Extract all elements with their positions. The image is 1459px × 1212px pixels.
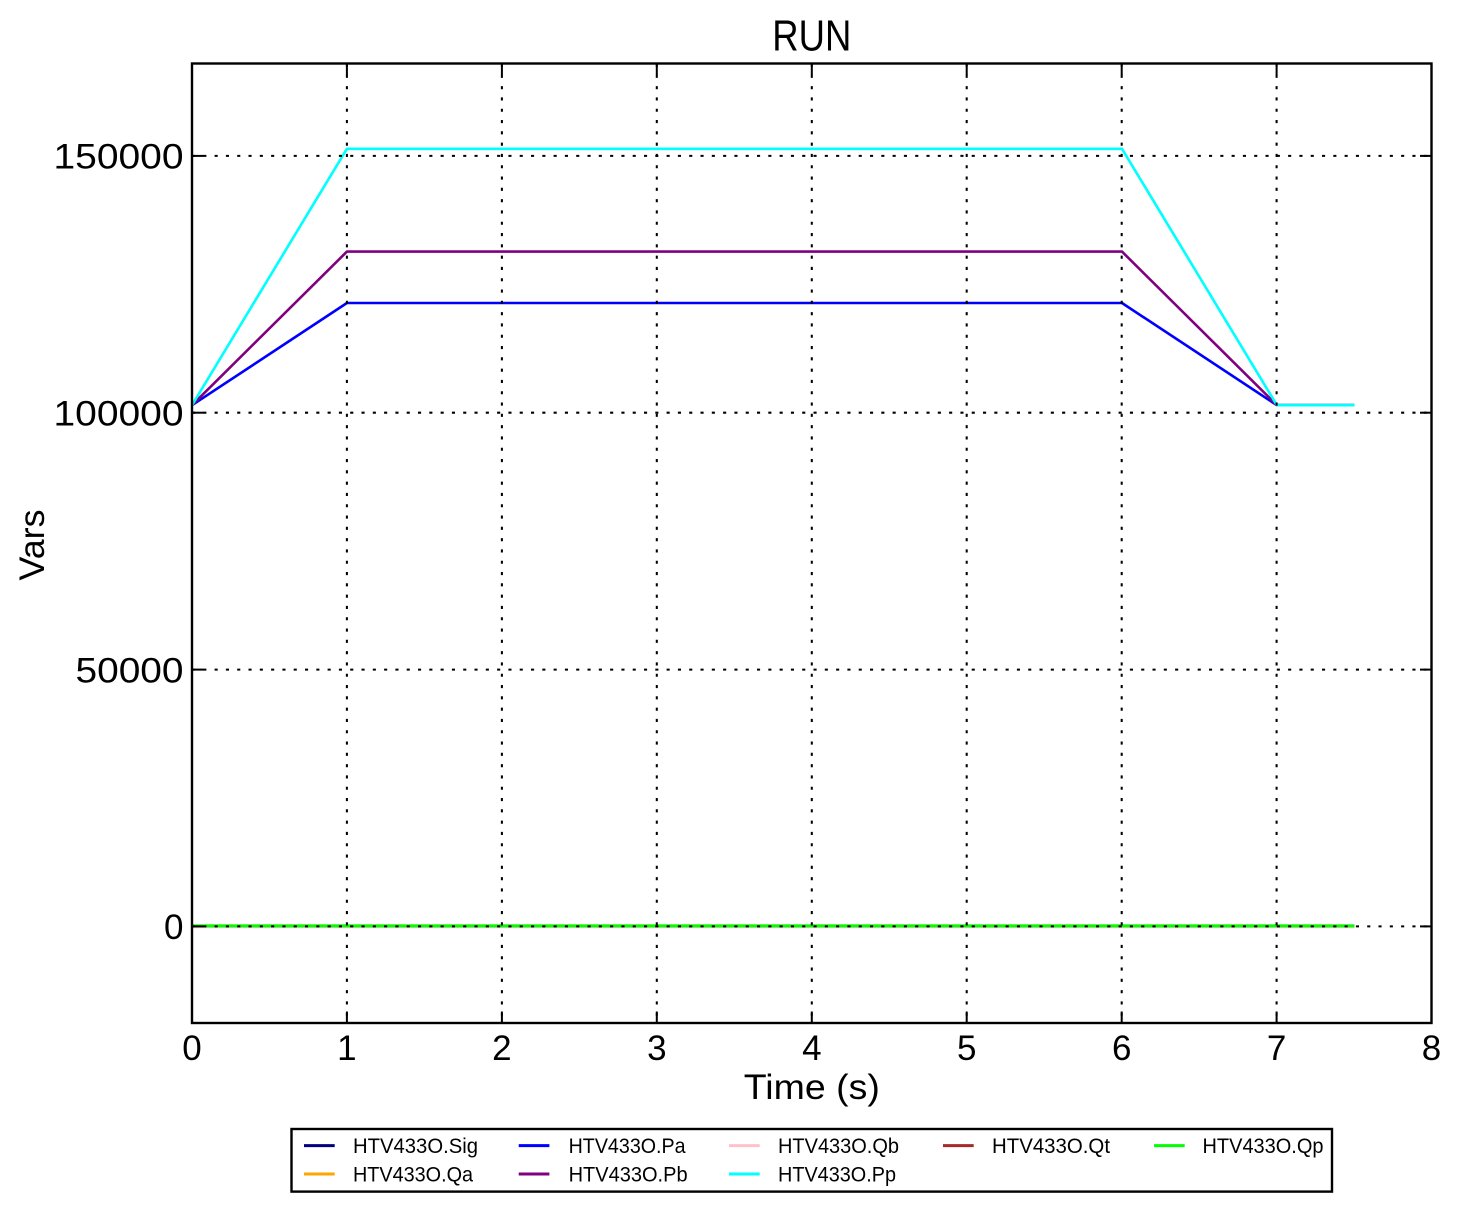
svg-text:5: 5 (957, 1029, 976, 1068)
svg-text:6: 6 (1112, 1029, 1131, 1068)
svg-text:100000: 100000 (54, 394, 184, 433)
svg-text:3: 3 (647, 1029, 666, 1068)
svg-text:2: 2 (492, 1029, 511, 1068)
svg-text:HTV433O.Qt: HTV433O.Qt (992, 1135, 1110, 1158)
svg-text:Vars: Vars (12, 510, 52, 581)
svg-text:HTV433O.Pp: HTV433O.Pp (778, 1164, 896, 1187)
svg-text:HTV433O.Pb: HTV433O.Pb (569, 1164, 688, 1187)
svg-text:1: 1 (337, 1029, 356, 1068)
svg-text:7: 7 (1267, 1029, 1286, 1068)
svg-text:0: 0 (182, 1029, 201, 1068)
svg-text:RUN: RUN (772, 13, 851, 61)
svg-text:HTV433O.Qb: HTV433O.Qb (778, 1135, 899, 1158)
svg-text:Time (s): Time (s) (744, 1068, 880, 1107)
svg-text:HTV433O.Qp: HTV433O.Qp (1203, 1135, 1324, 1158)
svg-text:0: 0 (164, 908, 183, 947)
svg-text:HTV433O.Qa: HTV433O.Qa (353, 1164, 473, 1187)
svg-text:HTV433O.Pa: HTV433O.Pa (569, 1135, 686, 1158)
svg-text:4: 4 (802, 1029, 821, 1068)
svg-text:HTV433O.Sig: HTV433O.Sig (353, 1135, 478, 1158)
svg-text:50000: 50000 (76, 651, 184, 690)
svg-text:150000: 150000 (54, 138, 184, 177)
svg-text:8: 8 (1422, 1029, 1441, 1068)
